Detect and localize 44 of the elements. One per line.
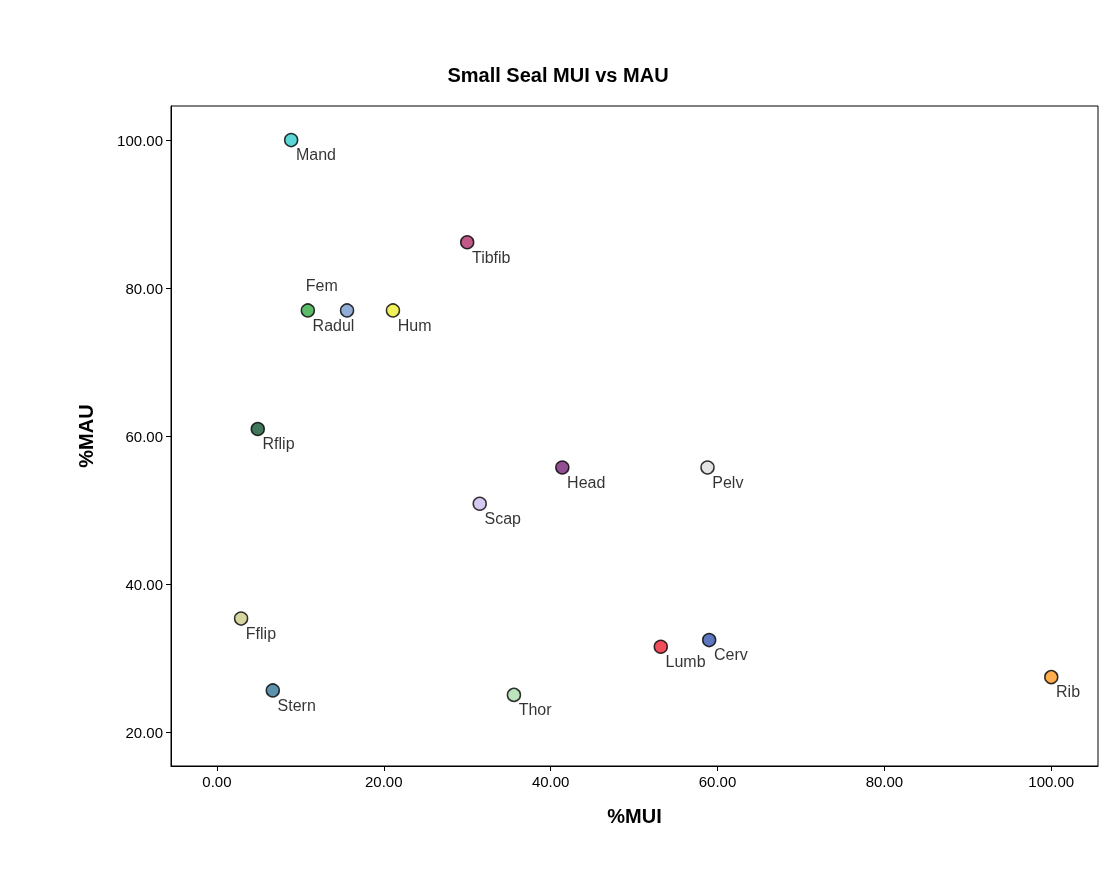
series-label: Thor [518,701,553,719]
x-tick-label: 100.00 [1028,773,1075,790]
point [506,687,522,703]
y-tick-label: 100.00 [117,131,163,149]
x-tick-label: 60.00 [698,773,737,790]
point [1044,669,1059,685]
point [385,303,401,318]
point [250,421,266,437]
point [472,496,487,512]
series-label: Tibfib [471,248,511,266]
x-tick-label: 40.00 [531,773,570,790]
series-label: Rflip [262,435,295,453]
y-tick-label: 40.00 [125,576,163,594]
x-axis-title: %MUI [607,805,662,827]
series-label: Lumb [665,652,706,670]
point [653,639,669,654]
series-label: Head [567,473,606,491]
series-label: Hum [397,316,432,334]
series-label: Rib [1056,683,1081,701]
point [700,460,715,475]
point [459,235,475,250]
point [300,303,316,318]
point [339,303,355,318]
x-tick-label: 80.00 [865,773,904,790]
point [233,611,249,626]
series-label: Fem [305,276,338,294]
x-tick-label: 20.00 [364,773,403,790]
x-tick-label: 0.00 [202,773,232,790]
point [283,132,299,148]
series-label: Pelv [712,473,744,491]
point [555,460,570,475]
point [265,683,281,698]
series-label: Mand [295,146,336,164]
y-tick-label: 80.00 [125,279,163,297]
point [701,632,717,648]
series-label: Scap [484,510,522,528]
series-label: Cerv [713,646,748,664]
series-label: Fflip [245,624,277,642]
y-tick-label: 60.00 [125,427,163,445]
chart-title: Small Seal MUI vs MAU [447,64,669,86]
series-label: Stern [277,696,316,714]
y-axis-title: %MAU [75,404,97,468]
y-tick-label: 20.00 [125,724,163,742]
series-label: Radul [312,316,355,334]
